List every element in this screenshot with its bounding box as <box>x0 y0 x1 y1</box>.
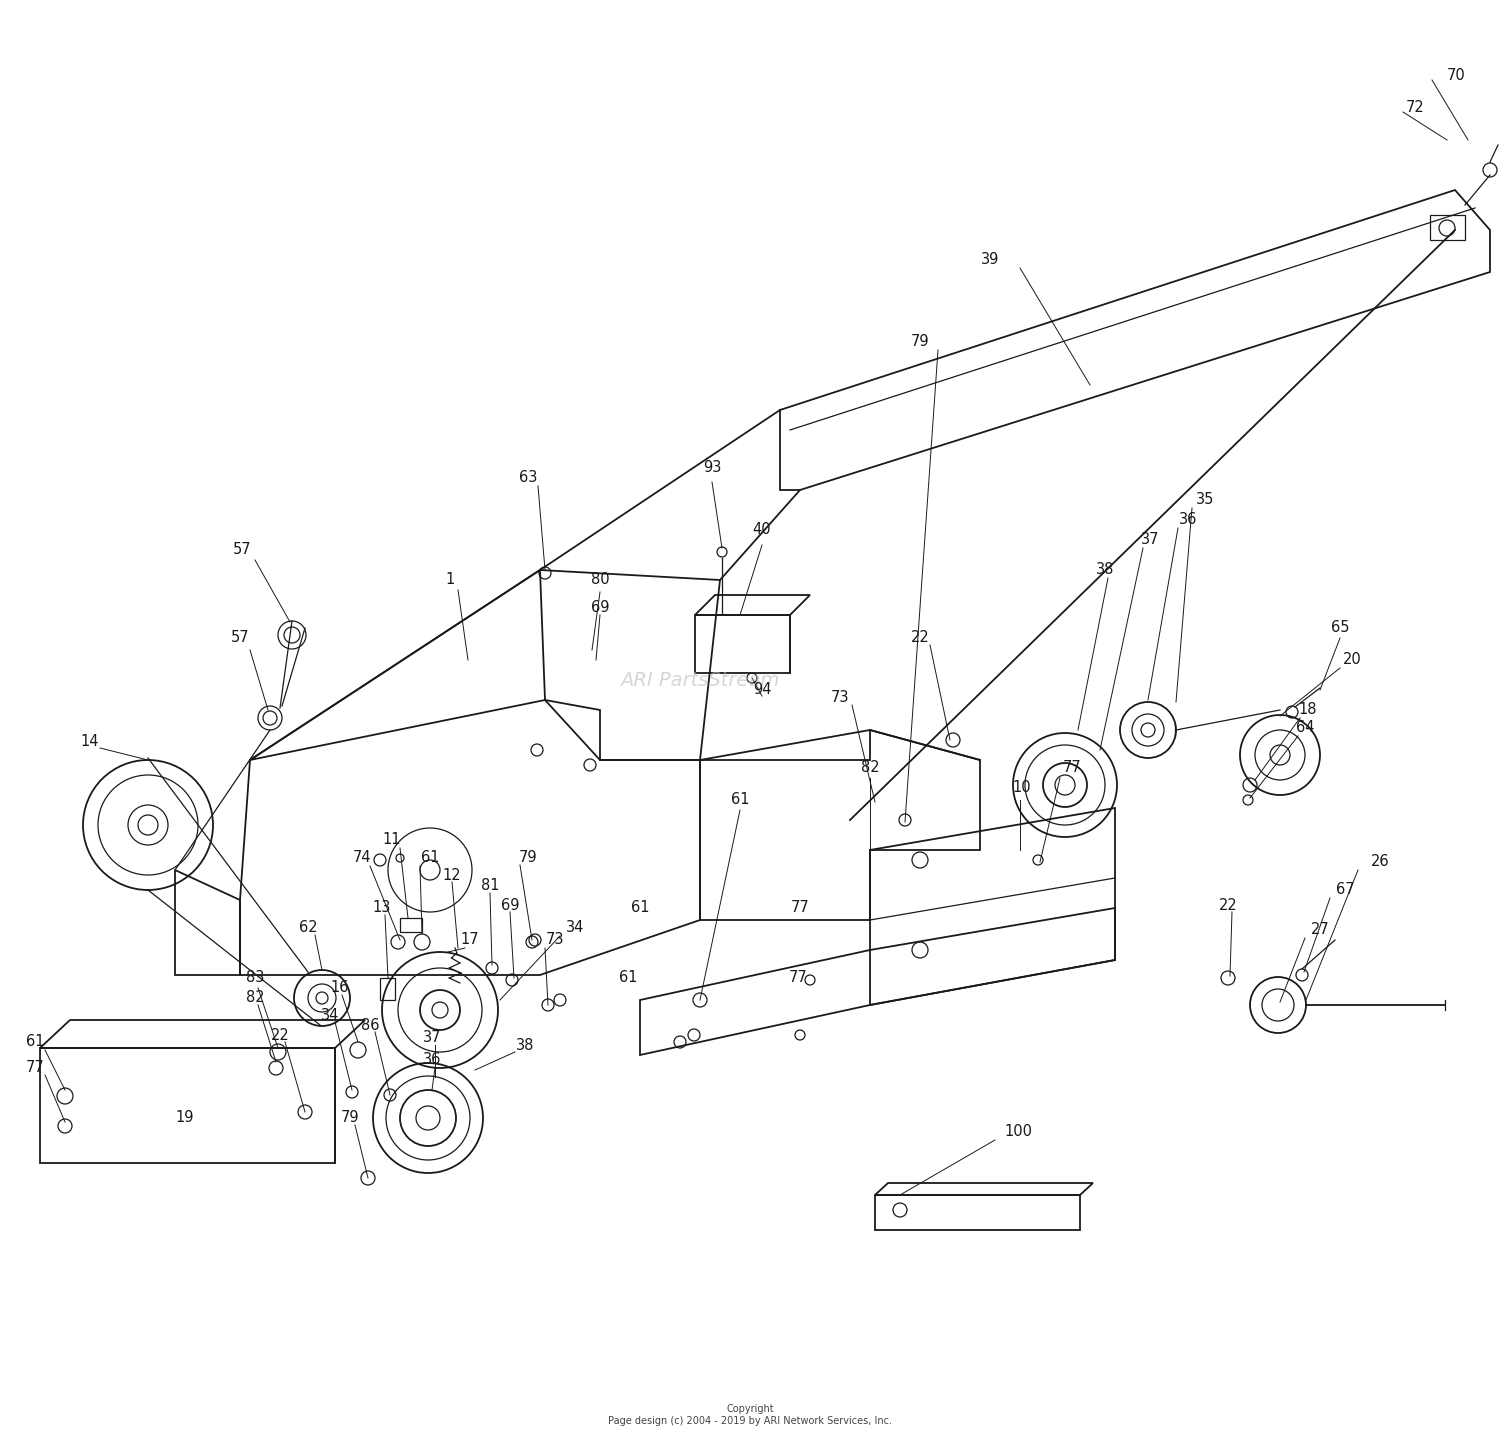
Text: 77: 77 <box>790 900 810 916</box>
Text: 69: 69 <box>501 897 519 913</box>
Text: 22: 22 <box>270 1027 290 1043</box>
Text: 61: 61 <box>730 793 750 807</box>
Text: 16: 16 <box>330 980 350 996</box>
Text: 17: 17 <box>460 933 480 947</box>
Text: 26: 26 <box>1371 854 1389 870</box>
Bar <box>694 615 790 673</box>
Text: 10: 10 <box>1013 780 1032 796</box>
Text: 34: 34 <box>566 920 584 936</box>
Text: 39: 39 <box>981 252 999 268</box>
Bar <box>40 1047 334 1163</box>
Text: 61: 61 <box>630 900 650 916</box>
Text: 72: 72 <box>1406 100 1425 116</box>
Text: 83: 83 <box>246 970 264 986</box>
Text: 19: 19 <box>176 1110 195 1126</box>
Text: 63: 63 <box>519 471 537 485</box>
Text: 38: 38 <box>516 1037 534 1052</box>
Text: 37: 37 <box>423 1030 441 1046</box>
Text: 73: 73 <box>831 691 849 705</box>
Text: 62: 62 <box>298 920 318 936</box>
Text: 13: 13 <box>374 900 392 916</box>
Text: 69: 69 <box>591 601 609 615</box>
Text: 86: 86 <box>360 1017 380 1033</box>
Text: 61: 61 <box>26 1035 45 1049</box>
Text: 36: 36 <box>1179 512 1197 528</box>
Bar <box>400 919 422 932</box>
Text: 80: 80 <box>591 572 609 588</box>
Text: 61: 61 <box>420 850 440 866</box>
Text: 61: 61 <box>618 970 638 986</box>
Text: 77: 77 <box>26 1060 45 1076</box>
Text: 100: 100 <box>1004 1125 1032 1139</box>
Text: 77: 77 <box>789 970 807 986</box>
Text: 11: 11 <box>382 833 402 847</box>
Text: 67: 67 <box>1335 883 1354 897</box>
Text: 79: 79 <box>910 335 930 349</box>
Text: ARI PartsStream: ARI PartsStream <box>621 671 780 690</box>
Text: 65: 65 <box>1330 621 1350 635</box>
Text: 94: 94 <box>753 683 771 697</box>
Text: 18: 18 <box>1299 703 1317 717</box>
Text: 20: 20 <box>1342 653 1362 667</box>
Text: Copyright
Page design (c) 2004 - 2019 by ARI Network Services, Inc.: Copyright Page design (c) 2004 - 2019 by… <box>608 1404 892 1425</box>
Text: 37: 37 <box>1140 532 1160 548</box>
Text: 22: 22 <box>910 631 930 645</box>
Text: 93: 93 <box>704 461 722 475</box>
Text: 81: 81 <box>480 879 500 893</box>
Text: 22: 22 <box>1218 897 1237 913</box>
Text: 79: 79 <box>519 850 537 866</box>
Bar <box>874 1195 1080 1231</box>
Text: 38: 38 <box>1096 562 1114 578</box>
Text: 40: 40 <box>753 522 771 538</box>
Text: 64: 64 <box>1296 720 1314 736</box>
Text: 36: 36 <box>423 1052 441 1068</box>
Text: 74: 74 <box>352 850 372 866</box>
Text: 27: 27 <box>1311 923 1329 937</box>
Text: 57: 57 <box>231 631 249 645</box>
Text: 14: 14 <box>81 734 99 750</box>
Bar <box>1430 215 1466 240</box>
Text: 82: 82 <box>246 990 264 1006</box>
Text: 57: 57 <box>232 542 252 558</box>
Text: 34: 34 <box>321 1007 339 1023</box>
Text: 35: 35 <box>1196 492 1214 508</box>
Text: 73: 73 <box>546 933 564 947</box>
Text: 1: 1 <box>446 572 454 588</box>
Text: 77: 77 <box>1062 760 1082 776</box>
Text: 82: 82 <box>861 760 879 776</box>
Text: 12: 12 <box>442 867 462 883</box>
Text: 79: 79 <box>340 1110 360 1126</box>
Text: 70: 70 <box>1446 69 1466 83</box>
